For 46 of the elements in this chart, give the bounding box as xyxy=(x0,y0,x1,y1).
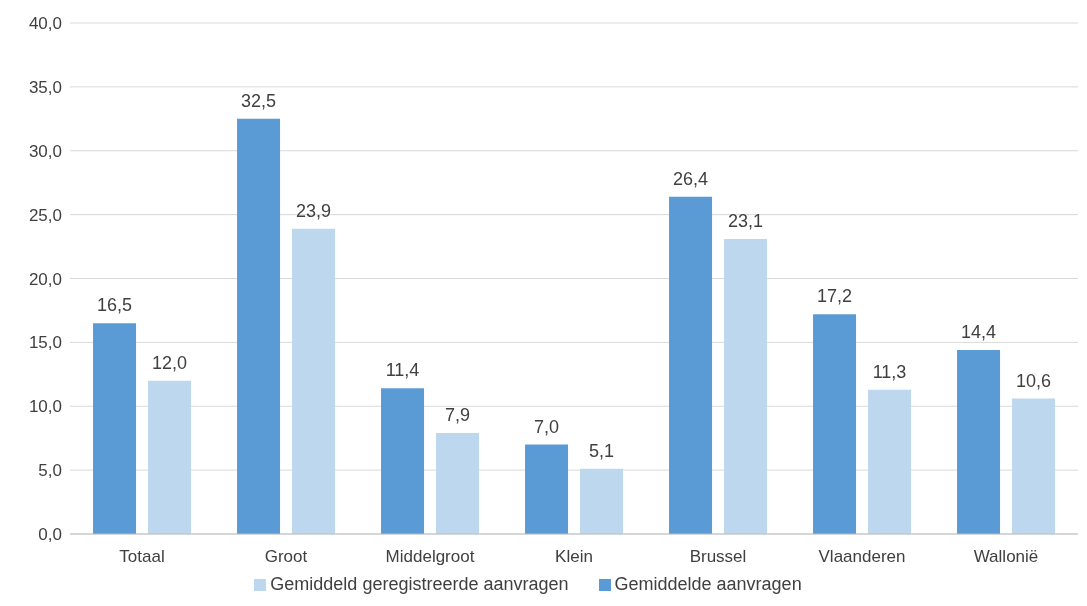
y-tick-label: 0,0 xyxy=(38,525,62,545)
data-label: 7,9 xyxy=(445,405,471,426)
legend-label: Gemiddelde aanvragen xyxy=(614,574,802,594)
bar xyxy=(580,468,624,534)
bar xyxy=(957,350,1001,534)
bar xyxy=(669,196,713,534)
bar xyxy=(292,228,336,534)
data-label: 10,6 xyxy=(1016,370,1052,391)
y-tick-label: 20,0 xyxy=(28,269,62,289)
bar xyxy=(525,444,569,534)
data-label: 11,3 xyxy=(872,361,907,382)
bar xyxy=(436,433,480,534)
x-tick-label: Middelgroot xyxy=(385,547,475,567)
y-tick-label: 5,0 xyxy=(38,461,62,481)
data-label: 23,9 xyxy=(296,200,332,221)
data-label: 23,1 xyxy=(728,210,764,231)
bar xyxy=(868,389,912,534)
legend-label: Gemiddeld geregistreerde aanvragen xyxy=(270,574,569,594)
data-label: 11,4 xyxy=(385,360,420,381)
y-tick-label: 10,0 xyxy=(28,397,62,417)
data-label: 26,4 xyxy=(673,168,709,189)
y-tick-label: 35,0 xyxy=(28,77,62,97)
bar xyxy=(381,388,425,534)
bar xyxy=(93,323,137,534)
x-tick-label: Wallonië xyxy=(973,547,1039,567)
y-tick-label: 25,0 xyxy=(28,205,62,225)
data-label: 32,5 xyxy=(241,90,277,111)
x-tick-label: Totaal xyxy=(119,547,165,567)
bar xyxy=(1012,398,1056,534)
data-label: 12,0 xyxy=(152,352,188,373)
y-tick-label: 40,0 xyxy=(28,14,62,34)
x-tick-label: Vlaanderen xyxy=(818,547,906,567)
x-tick-label: Klein xyxy=(555,547,593,567)
data-label: 5,1 xyxy=(589,440,615,461)
bar xyxy=(813,314,857,534)
x-tick-label: Groot xyxy=(264,547,308,567)
bar xyxy=(148,380,192,534)
data-label: 16,5 xyxy=(97,295,133,316)
bar xyxy=(237,118,281,534)
x-tick-label: Brussel xyxy=(689,547,747,567)
y-tick-label: 30,0 xyxy=(28,141,62,161)
y-tick-label: 15,0 xyxy=(28,333,62,353)
data-label: 14,4 xyxy=(961,322,997,343)
data-label: 7,0 xyxy=(534,416,560,437)
bar xyxy=(724,238,768,534)
data-label: 17,2 xyxy=(817,286,853,307)
